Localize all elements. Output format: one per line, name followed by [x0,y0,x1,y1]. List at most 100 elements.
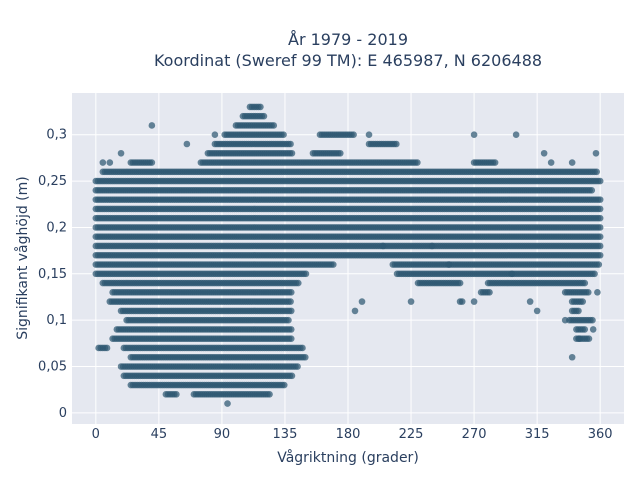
data-point [458,298,466,305]
y-tick-label: 0,25 [38,174,67,189]
data-point-outlier [568,353,576,361]
data-point [596,242,604,250]
data-point [579,298,586,305]
x-tick-label: 0 [92,427,100,442]
data-point-outlier [512,131,520,139]
data-point-outlier [508,270,516,278]
data-point [581,279,589,287]
data-point [294,279,302,287]
data-point [589,316,596,324]
data-point-outlier [575,335,583,343]
data-point [280,381,288,389]
data-point [581,326,589,333]
data-point [414,159,421,166]
data-point [287,140,294,148]
data-point-outlier [106,159,114,166]
data-point [329,261,337,268]
data-point [486,289,493,296]
data-point [591,270,598,278]
data-point [596,251,604,259]
x-tick-label: 360 [588,427,613,442]
data-point-outlier [117,149,125,157]
data-points [92,103,604,407]
data-point [596,224,604,231]
data-point-outlier [526,298,534,305]
data-point [280,131,287,139]
data-point [596,205,604,213]
y-axis-title: Signifikant våghöjd (m) [14,176,31,339]
data-point [287,289,295,296]
data-point-outlier [561,316,569,324]
chart-title-line2: Koordinat (Sweref 99 TM): E 465987, N 62… [154,51,542,70]
data-point-outlier [365,131,373,139]
data-point [287,335,295,343]
data-point [148,159,156,166]
data-point [288,149,296,157]
data-point-outlier [592,149,600,157]
y-tick-label: 0 [59,406,67,421]
x-tick-label: 225 [399,427,424,442]
x-tick-label: 180 [336,427,361,442]
y-tick-label: 0,15 [38,267,67,282]
x-axis-title: Vågriktning (grader) [277,449,419,466]
data-point [287,298,294,305]
data-point-outlier [351,307,359,315]
data-point [585,335,593,343]
data-point-outlier [445,261,453,268]
data-point [491,159,499,166]
data-point-outlier [99,159,107,166]
x-tick-label: 90 [214,427,231,442]
data-point [287,326,295,333]
data-point [456,279,464,287]
x-tick-label: 315 [525,427,550,442]
x-tick-label: 270 [462,427,487,442]
data-point-outlier [594,289,601,296]
data-point [596,233,604,241]
data-point-outlier [148,122,156,129]
data-point-outlier [533,307,541,315]
data-point-outlier [183,140,191,148]
data-point-outlier [540,149,548,157]
data-point [260,112,268,120]
data-point-outlier [470,131,478,139]
y-tick-label: 0,05 [38,360,67,375]
data-point-outlier [358,298,366,305]
data-point [350,131,357,139]
y-tick-label: 0,2 [46,220,67,235]
data-point [336,149,344,157]
data-point [285,316,292,324]
data-point [575,307,582,315]
x-tick-label: 45 [151,427,168,442]
data-point [173,391,180,398]
data-point [266,391,273,398]
data-point [393,140,400,148]
data-point [103,344,111,352]
data-point [596,177,604,185]
data-point [257,103,264,111]
data-point [588,187,596,194]
data-point [299,344,306,352]
data-point-outlier [589,326,597,333]
y-tick-label: 0,1 [46,313,67,328]
data-point-outlier [407,298,415,305]
x-axis-ticks: 0 45 90 135 180 225 270 315 360 [92,427,613,442]
data-point [288,372,296,380]
chart-title-line1: År 1979 - 2019 [288,30,408,49]
data-point-outlier [428,242,436,250]
data-point-outlier [470,298,478,305]
x-tick-label: 135 [273,427,298,442]
data-point [287,307,295,315]
y-tick-label: 0,3 [46,128,67,143]
data-point [302,270,310,278]
data-point [596,214,604,222]
data-point [270,122,278,129]
data-point [301,353,309,361]
data-point-outlier [568,159,576,166]
data-point [224,400,231,407]
data-point [584,289,592,296]
data-point-outlier [211,131,219,139]
y-axis-ticks: 0 0,05 0,1 0,15 0,2 0,25 0,3 [38,128,67,421]
data-point [593,168,600,176]
data-point-outlier [379,242,387,250]
